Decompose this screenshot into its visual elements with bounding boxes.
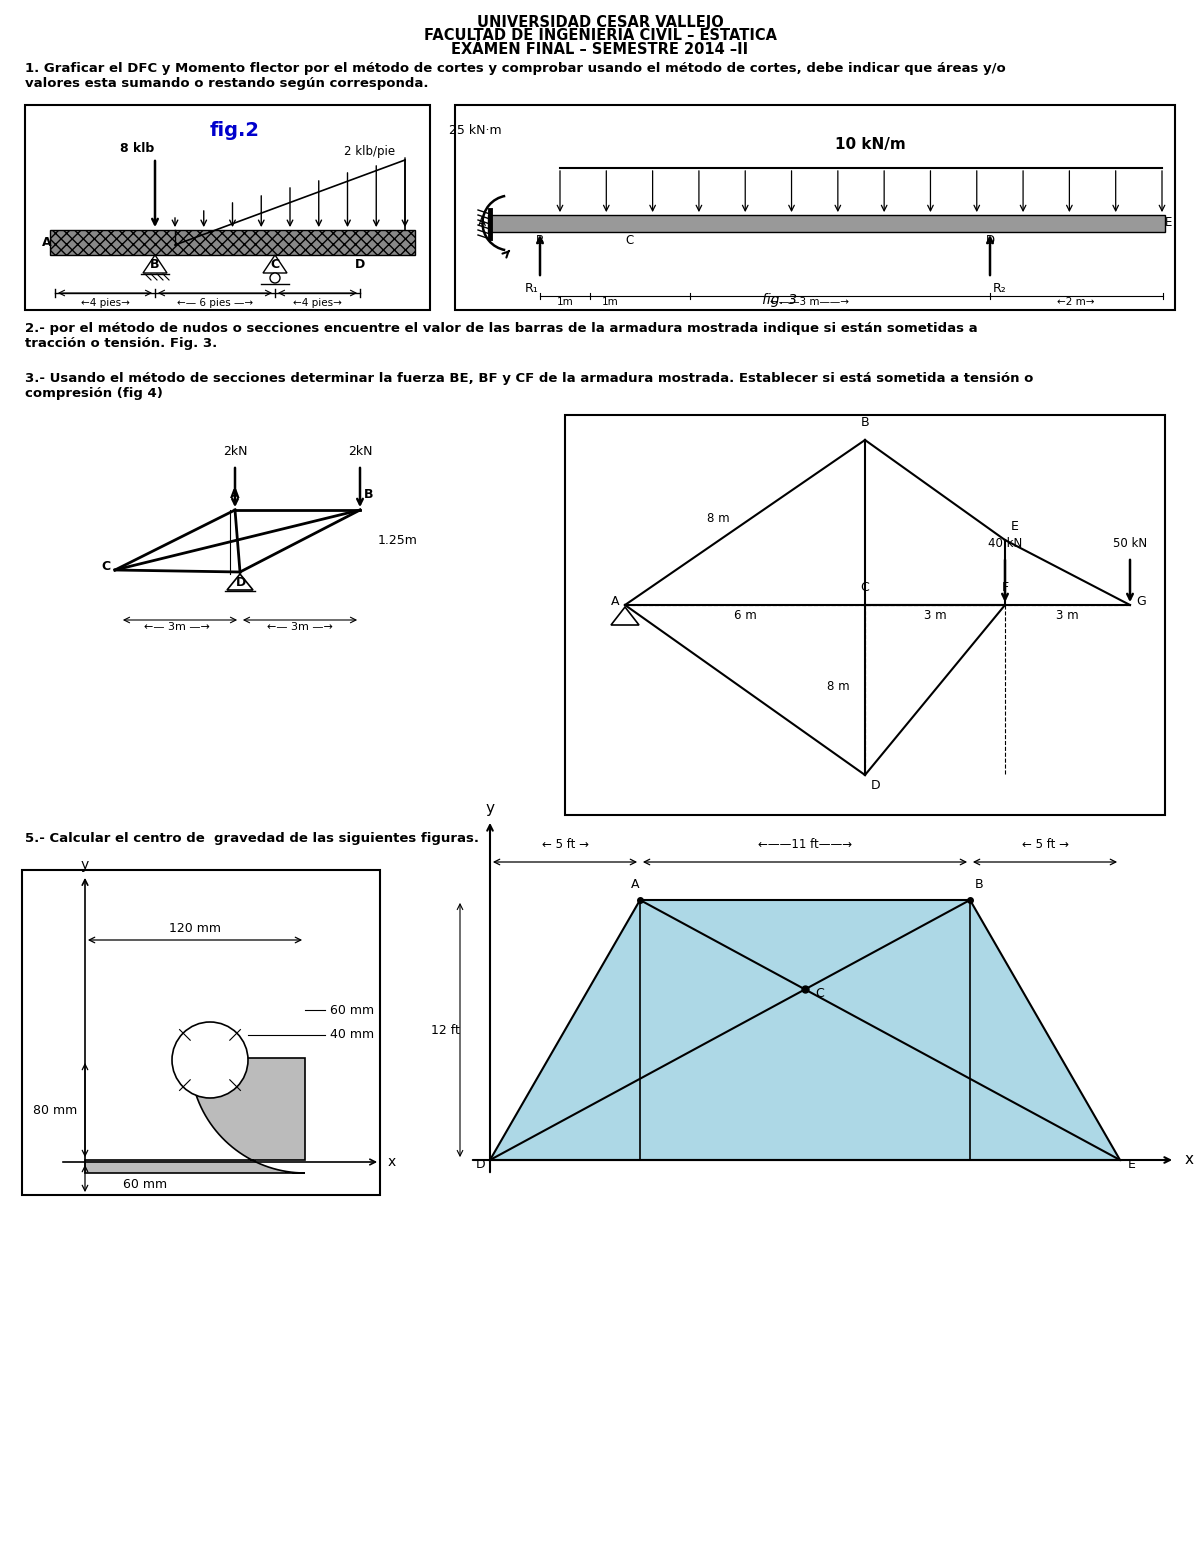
Text: FACULTAD DE INGENIERIA CIVIL – ESTATICA: FACULTAD DE INGENIERIA CIVIL – ESTATICA [424,28,776,43]
Bar [50,230,415,255]
Text: x: x [388,1155,396,1169]
Text: B: B [974,877,984,891]
Bar [22,870,380,1194]
Text: F: F [1002,581,1009,593]
Text: ←— 3m —→: ←— 3m —→ [144,623,210,632]
Text: ←4 pies→: ←4 pies→ [80,298,130,307]
Text: 120 mm: 120 mm [169,921,221,935]
Bar [488,214,1165,231]
Text: 1m: 1m [601,297,618,307]
Text: B: B [150,258,160,272]
Text: C: C [860,581,869,593]
Text: 10 kN/m: 10 kN/m [835,138,905,152]
Text: A: A [230,488,240,502]
Text: 2kN: 2kN [348,446,372,458]
Text: D: D [476,1159,486,1171]
Text: B: B [536,233,544,247]
Text: C: C [270,258,280,272]
Text: 3 m: 3 m [1056,609,1079,623]
Text: ←— 3m —→: ←— 3m —→ [268,623,332,632]
Bar [565,415,1165,815]
Text: A: A [478,216,486,230]
Text: 2.- por el método de nudos o secciones encuentre el valor de las barras de la ar: 2.- por el método de nudos o secciones e… [25,321,978,349]
Text: R₂: R₂ [994,281,1007,295]
Polygon shape [85,1058,305,1173]
Polygon shape [490,901,1120,1160]
Bar [25,106,430,311]
Text: 80 mm: 80 mm [32,1104,77,1117]
Text: C: C [101,561,110,573]
Text: 5.- Calcular el centro de  gravedad de las siguientes figuras.: 5.- Calcular el centro de gravedad de la… [25,832,479,845]
Text: A: A [611,595,619,609]
Text: D: D [985,233,995,247]
Text: 1m: 1m [557,297,574,307]
Text: B: B [860,416,869,429]
Circle shape [172,1022,248,1098]
Polygon shape [263,255,287,273]
Text: 50 kN: 50 kN [1112,537,1147,550]
Text: 60 mm: 60 mm [122,1179,167,1191]
Text: 1. Graficar el DFC y Momento flector por el método de cortes y comprobar usando : 1. Graficar el DFC y Momento flector por… [25,62,1006,90]
Text: y: y [80,857,89,871]
Text: 12 ft: 12 ft [431,1023,460,1036]
Text: 25 kN·m: 25 kN·m [449,124,502,137]
Text: A: A [42,236,52,248]
Polygon shape [227,575,253,590]
Text: 3 m: 3 m [924,609,947,623]
Text: ←— 6 pies —→: ←— 6 pies —→ [176,298,253,307]
Text: G: G [1136,595,1146,609]
Text: y: y [486,800,494,815]
Circle shape [270,273,280,283]
Text: UNIVERSIDAD CESAR VALLEJO: UNIVERSIDAD CESAR VALLEJO [476,14,724,30]
Text: E: E [1128,1159,1136,1171]
Text: 8 klb: 8 klb [120,141,154,154]
Text: x: x [1186,1152,1194,1168]
Text: 8 m: 8 m [707,512,730,525]
Text: 2 klb/pie: 2 klb/pie [344,146,395,158]
Text: D: D [355,258,365,272]
Text: C: C [815,988,823,1000]
Text: D: D [871,780,881,792]
Text: 40 mm: 40 mm [330,1028,374,1042]
Polygon shape [143,255,167,273]
Text: R₁: R₁ [526,281,539,295]
Text: ←——3 m——→: ←——3 m——→ [770,297,850,307]
Text: C: C [626,233,634,247]
Text: B: B [364,488,373,502]
Text: ←——11 ft——→: ←——11 ft——→ [758,839,852,851]
Polygon shape [611,607,640,624]
Text: 3.- Usando el método de secciones determinar la fuerza BE, BF y CF de la armadur: 3.- Usando el método de secciones determ… [25,373,1033,401]
Bar [50,230,415,255]
Text: 8 m: 8 m [827,680,850,693]
Bar [455,106,1175,311]
Text: E: E [1165,216,1172,230]
Text: A: A [631,877,640,891]
Text: fig.2: fig.2 [210,121,260,140]
Text: E: E [1010,520,1019,533]
Text: 6 m: 6 m [733,609,756,623]
Text: fig. 3: fig. 3 [762,294,798,307]
Text: ← 5 ft →: ← 5 ft → [1021,839,1068,851]
Text: 60 mm: 60 mm [330,1003,374,1017]
Text: EXÁMEN FINAL – SEMESTRE 2014 –II: EXÁMEN FINAL – SEMESTRE 2014 –II [451,42,749,57]
Text: ← 5 ft →: ← 5 ft → [541,839,588,851]
Text: 40 kN: 40 kN [988,537,1022,550]
Text: ←4 pies→: ←4 pies→ [293,298,342,307]
Text: D: D [236,576,246,589]
Text: 1.25m: 1.25m [378,534,418,548]
Text: ←2 m→: ←2 m→ [1057,297,1094,307]
Text: 2kN: 2kN [223,446,247,458]
